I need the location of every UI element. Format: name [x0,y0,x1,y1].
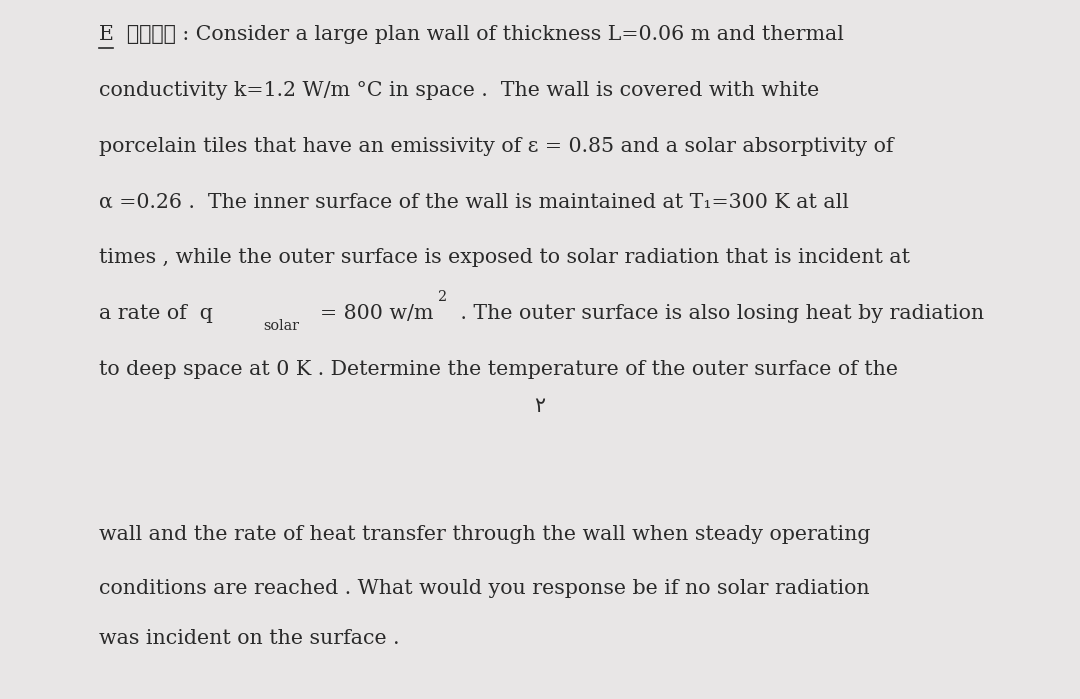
Text: times , while the outer surface is exposed to solar radiation that is incident a: times , while the outer surface is expos… [99,248,910,268]
Text: 2: 2 [438,291,447,305]
Text: conditions are reached . What would you response be if no solar radiation: conditions are reached . What would you … [99,579,870,598]
Text: ۲: ۲ [535,396,545,416]
Text: a rate of  q: a rate of q [99,304,213,324]
Text: porcelain tiles that have an emissivity of ε = 0.85 and a solar absorptivity of: porcelain tiles that have an emissivity … [99,137,894,156]
Text: was incident on the surface .: was incident on the surface . [99,628,400,647]
Text: conductivity k=1.2 W/m °C in space .  The wall is covered with white: conductivity k=1.2 W/m °C in space . The… [99,81,820,100]
Text: α =0.26 .  The inner surface of the wall is maintained at T₁=300 K at all: α =0.26 . The inner surface of the wall … [99,192,849,212]
Text: solar: solar [264,319,299,333]
Text: wall and the rate of heat transfer through the wall when steady operating: wall and the rate of heat transfer throu… [99,525,870,544]
Text: to deep space at 0 K . Determine the temperature of the outer surface of the: to deep space at 0 K . Determine the tem… [99,360,899,379]
Text: = 800 w/m: = 800 w/m [320,304,433,324]
Text: . The outer surface is also losing heat by radiation: . The outer surface is also losing heat … [454,304,984,324]
Text: E  لبله : Consider a large plan wall of thickness L=0.06 m and thermal: E لبله : Consider a large plan wall of t… [99,25,845,44]
